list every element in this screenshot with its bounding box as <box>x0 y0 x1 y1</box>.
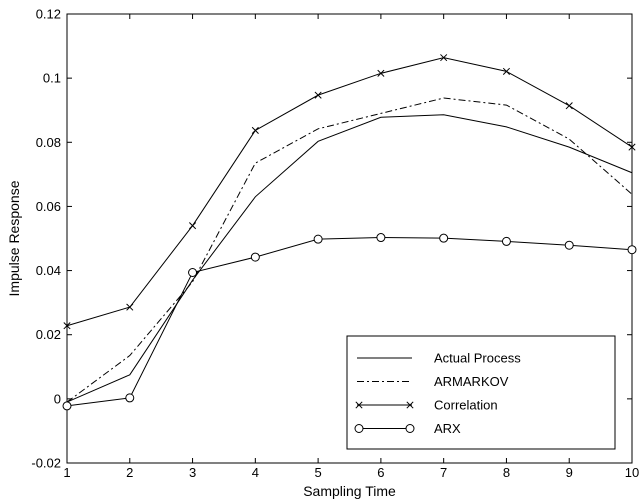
data-point-arx <box>564 240 574 250</box>
legend-marker-correlation <box>355 401 363 409</box>
y-tick-label: 0.1 <box>43 71 61 86</box>
legend-box <box>346 335 616 450</box>
legend: Actual Process ARMARKOV Correlation ARX <box>346 335 616 450</box>
marker-x-stroke <box>628 143 636 151</box>
data-point-correlation <box>126 303 134 311</box>
data-point-correlation <box>189 222 197 230</box>
series-line-arx <box>66 237 633 407</box>
legend-label-armarkov: ARMARKOV <box>434 374 509 389</box>
marker-x-stroke <box>377 69 385 77</box>
data-point-correlation <box>565 102 573 110</box>
marker-x-stroke <box>406 401 414 409</box>
data-point-arx <box>62 401 72 411</box>
legend-marker-correlation <box>406 401 414 409</box>
data-point-correlation <box>502 67 510 75</box>
data-point-arx <box>376 233 386 243</box>
data-point-correlation <box>628 143 636 151</box>
series-line-correlation <box>66 57 633 327</box>
legend-label-arx: ARX <box>434 421 461 436</box>
data-point-arx <box>313 234 323 244</box>
marker-x-stroke <box>502 67 510 75</box>
series-line-armarkov <box>66 97 633 403</box>
marker-x-stroke <box>63 322 71 330</box>
x-tick-label: 8 <box>503 465 510 480</box>
series-markers <box>62 54 637 411</box>
x-tick-label: 10 <box>625 465 639 480</box>
x-tick-label: 5 <box>314 465 321 480</box>
data-point-arx <box>188 267 198 277</box>
x-axis-title: Sampling Time <box>303 483 396 499</box>
data-point-correlation <box>314 91 322 99</box>
x-axis-ticks: 1 2 3 4 5 6 7 8 9 10 <box>63 14 639 480</box>
y-tick-label: -0.02 <box>31 456 61 471</box>
data-point-arx <box>627 245 637 255</box>
data-point-correlation <box>377 69 385 77</box>
data-point-arx <box>125 393 135 403</box>
x-tick-label: 2 <box>126 465 133 480</box>
x-tick-label: 4 <box>252 465 259 480</box>
marker-x-stroke <box>189 222 197 230</box>
series-line-actual-process <box>66 114 633 403</box>
marker-x-stroke <box>565 102 573 110</box>
x-tick-label: 3 <box>189 465 196 480</box>
x-tick-label: 1 <box>63 465 70 480</box>
y-tick-label: 0.06 <box>36 199 61 214</box>
legend-label-correlation: Correlation <box>434 398 498 413</box>
x-tick-label: 6 <box>377 465 384 480</box>
y-tick-label: 0.04 <box>36 263 61 278</box>
marker-x-stroke <box>251 126 259 134</box>
marker-x-stroke <box>314 91 322 99</box>
y-tick-label: 0.02 <box>36 327 61 342</box>
data-point-arx <box>501 236 511 246</box>
y-tick-label: 0.12 <box>36 7 61 22</box>
legend-marker-arx <box>405 424 415 433</box>
plot-area-border <box>66 13 633 464</box>
x-tick-label: 9 <box>566 465 573 480</box>
marker-x-stroke <box>355 401 363 409</box>
marker-x-stroke <box>126 303 134 311</box>
y-axis-ticks: -0.02 0 0.02 0.04 0.06 0.08 0.1 0.12 <box>31 7 632 471</box>
legend-marker-arx <box>354 424 364 433</box>
y-axis-title: Impulse Response <box>6 180 22 296</box>
plot-frame <box>66 13 633 464</box>
legend-label-actual-process: Actual Process <box>434 351 521 366</box>
data-point-correlation <box>251 126 259 134</box>
series-lines <box>66 57 633 407</box>
data-point-arx <box>439 233 449 243</box>
x-tick-label: 7 <box>440 465 447 480</box>
data-point-arx <box>250 252 260 262</box>
data-point-correlation <box>63 322 71 330</box>
marker-x-stroke <box>440 54 448 62</box>
y-tick-label: 0.08 <box>36 135 61 150</box>
y-tick-label: 0 <box>54 391 61 406</box>
data-point-correlation <box>440 54 448 62</box>
